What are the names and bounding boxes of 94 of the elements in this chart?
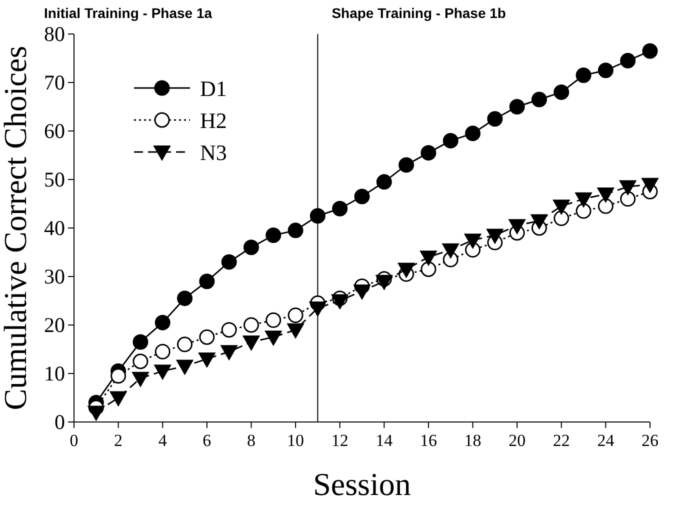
point <box>199 274 215 290</box>
y-axis-title: Cumulative Correct Choices <box>0 46 33 410</box>
point <box>552 200 570 215</box>
point <box>598 198 614 214</box>
point <box>154 344 170 360</box>
point <box>420 261 436 277</box>
x-tick-label: 0 <box>70 431 78 450</box>
y-tick-label: 30 <box>44 264 65 288</box>
point <box>597 188 614 203</box>
point <box>354 284 370 300</box>
text: Shape Training - Phase 1b <box>332 5 506 21</box>
point <box>376 174 392 190</box>
point <box>332 200 348 216</box>
x-tick-label: 10 <box>287 431 304 450</box>
point <box>221 322 237 338</box>
point <box>576 203 592 219</box>
point <box>530 214 548 230</box>
y-tick-label: 10 <box>44 362 65 386</box>
point <box>154 364 172 380</box>
x-tick-label: 20 <box>508 431 526 450</box>
y-tick-label: 70 <box>44 70 65 94</box>
point <box>243 317 259 333</box>
point <box>554 84 570 100</box>
point <box>420 145 436 161</box>
point <box>620 191 636 207</box>
y-tick-label: 60 <box>44 119 65 143</box>
point <box>132 334 148 350</box>
x-tick-label: 4 <box>158 431 168 450</box>
point <box>509 99 525 114</box>
point <box>442 132 458 148</box>
point <box>642 43 658 59</box>
point <box>576 67 592 83</box>
point <box>487 111 503 127</box>
point <box>420 250 437 266</box>
point <box>288 308 304 324</box>
point <box>442 243 460 258</box>
y-tick-label: 0 <box>54 410 65 434</box>
point <box>598 62 614 78</box>
point <box>620 52 636 68</box>
point <box>242 335 260 350</box>
point <box>199 329 215 345</box>
y-tick-label: 20 <box>44 313 65 337</box>
x-tick-label: 12 <box>331 431 348 450</box>
point <box>88 406 105 421</box>
point <box>531 92 547 108</box>
point <box>264 330 282 346</box>
point <box>132 372 149 387</box>
point <box>486 228 504 244</box>
point <box>177 290 193 306</box>
point <box>508 219 526 234</box>
point <box>221 254 237 270</box>
point <box>154 314 170 330</box>
x-tick-label: 22 <box>552 431 570 450</box>
y-tick-label: 80 <box>44 22 65 46</box>
text: Initial Training - Phase 1a <box>44 5 212 21</box>
point <box>110 368 126 384</box>
point <box>266 312 282 328</box>
point <box>177 336 193 352</box>
y-tick-label: 40 <box>44 216 65 240</box>
point <box>376 274 393 290</box>
point <box>554 210 570 226</box>
point <box>331 294 348 310</box>
x-tick-label: 14 <box>376 431 394 450</box>
legend-label: N3 <box>200 140 227 165</box>
x-tick-label: 24 <box>597 431 615 450</box>
x-axis-title: Session <box>313 466 411 502</box>
point <box>465 126 481 142</box>
x-tick-label: 16 <box>420 431 437 450</box>
point <box>619 180 636 196</box>
point <box>310 208 326 224</box>
point <box>575 192 592 208</box>
point <box>354 188 370 204</box>
point <box>398 262 415 278</box>
point <box>398 157 414 173</box>
point <box>198 352 216 368</box>
y-tick-label: 50 <box>44 168 65 192</box>
x-tick-label: 6 <box>202 431 212 450</box>
point <box>132 354 148 370</box>
point <box>110 391 127 406</box>
point <box>642 178 658 193</box>
point <box>288 222 304 238</box>
point <box>220 345 238 360</box>
x-tick-label: 18 <box>464 431 482 450</box>
point <box>464 234 482 249</box>
x-tick-label: 2 <box>114 431 123 450</box>
x-tick-label: 26 <box>642 431 658 450</box>
point <box>266 228 282 244</box>
point <box>243 240 259 256</box>
x-tick-label: 8 <box>246 431 256 450</box>
point <box>176 360 194 375</box>
point <box>309 302 326 317</box>
legend-label: D1 <box>200 76 227 101</box>
legend-label: H2 <box>200 108 227 133</box>
point <box>287 323 304 338</box>
